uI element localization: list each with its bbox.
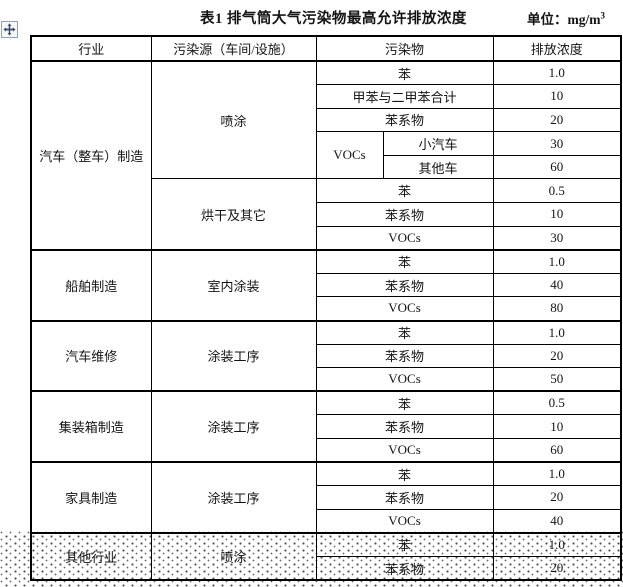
- pollutant-cell[interactable]: VOCs: [315, 296, 494, 322]
- pollutant-sub-cell[interactable]: 小汽车: [382, 131, 494, 156]
- pollutant-cell[interactable]: 苯: [315, 461, 494, 487]
- pollutant-cell[interactable]: 苯: [315, 531, 494, 557]
- table-row: VOCs 50: [31, 367, 622, 392]
- table-row: 甲苯与二甲苯合计 10: [31, 84, 622, 109]
- pollutant-cell[interactable]: 苯: [315, 319, 494, 345]
- header-pollutant[interactable]: 污染物: [315, 35, 494, 62]
- pollutant-group-cell[interactable]: VOCs: [315, 131, 384, 180]
- pollutant-cell[interactable]: 苯系物: [315, 272, 494, 298]
- industry-cell[interactable]: 船舶制造: [30, 248, 152, 322]
- table-row: 苯系物 20: [31, 343, 622, 369]
- value-cell[interactable]: 20: [492, 107, 622, 133]
- table-row: VOCs 小汽车 30: [31, 131, 622, 180]
- value-cell[interactable]: 20: [492, 343, 622, 369]
- source-cell[interactable]: 室内涂装: [150, 248, 317, 322]
- pollutant-sub-cell[interactable]: 其他车: [382, 154, 494, 180]
- table-header: 行业 污染源（车间/设施） 污染物 排放浓度: [30, 35, 622, 62]
- source-cell[interactable]: 涂装工序: [150, 390, 317, 463]
- table-body: 汽车（整车）制造 喷涂苯 1.0 甲苯与二甲苯合计 10 苯系物 20 VOCs 小汽车 30 其他…: [30, 60, 622, 581]
- page-title: 表1 排气筒大气污染物最高允许排放浓度: [200, 11, 467, 27]
- value-cell[interactable]: 1.0: [492, 319, 622, 345]
- industry-cell[interactable]: 汽车维修: [30, 319, 152, 392]
- pollutant-cell[interactable]: 苯系物: [315, 343, 494, 369]
- table-row: 汽车（整车）制造 喷涂苯 1.0: [30, 60, 622, 251]
- value-cell[interactable]: 80: [492, 296, 622, 322]
- move-arrows-icon: [3, 23, 16, 36]
- source-cell[interactable]: 烘干及其它: [150, 178, 317, 251]
- table-move-handle[interactable]: [1, 21, 18, 38]
- header-source[interactable]: 污染源（车间/设施）: [150, 35, 317, 62]
- value-cell[interactable]: 10: [492, 84, 622, 109]
- table-row: 家具制造 涂装工序苯 1.0: [30, 461, 622, 534]
- header-row: 行业 污染源（车间/设施） 污染物 排放浓度: [30, 35, 622, 62]
- industry-cell[interactable]: 家具制造: [30, 461, 152, 534]
- pollutant-cell[interactable]: 苯系物: [315, 202, 494, 227]
- value-cell[interactable]: 1.0: [492, 531, 622, 557]
- value-cell[interactable]: 50: [492, 367, 622, 392]
- pollutant-cell[interactable]: 苯: [315, 390, 494, 416]
- industry-cell[interactable]: 集装箱制造: [30, 390, 152, 463]
- value-cell[interactable]: 40: [492, 508, 622, 534]
- industry-cell[interactable]: 汽车（整车）制造: [30, 60, 152, 251]
- value-cell[interactable]: 20: [492, 485, 622, 510]
- industry-cell[interactable]: 其他行业: [30, 531, 152, 581]
- source-cell[interactable]: 喷涂: [150, 531, 317, 581]
- value-cell[interactable]: 1.0: [492, 461, 622, 487]
- source-cell[interactable]: 涂装工序: [150, 461, 317, 534]
- value-cell[interactable]: 0.5: [492, 390, 622, 416]
- value-cell[interactable]: 1.0: [492, 248, 622, 274]
- header-concentration[interactable]: 排放浓度: [492, 35, 622, 62]
- value-cell[interactable]: 30: [492, 225, 622, 251]
- pollutant-cell[interactable]: 苯: [315, 248, 494, 274]
- pollutant-cell[interactable]: 苯系物: [315, 485, 494, 510]
- table-row: 苯系物 10: [31, 202, 622, 227]
- pollutant-cell[interactable]: 苯: [315, 178, 494, 204]
- table-row: 烘干及其它苯 0.5: [31, 178, 622, 251]
- pollutant-cell[interactable]: VOCs: [315, 508, 494, 534]
- table-row: 苯系物 10: [31, 414, 622, 439]
- value-cell[interactable]: 40: [492, 272, 622, 298]
- table-row: 集装箱制造 涂装工序苯 0.5: [30, 390, 622, 463]
- value-cell[interactable]: 30: [492, 131, 622, 156]
- pollutant-table: 行业 污染源（车间/设施） 污染物 排放浓度 汽车（整车）制造 喷涂苯 1.0 甲苯与…: [30, 35, 623, 582]
- source-cell[interactable]: 涂装工序: [150, 319, 317, 392]
- table-row: 苯系物 40: [31, 272, 622, 298]
- table-row: 船舶制造 室内涂装苯 1.0: [30, 248, 622, 322]
- value-cell[interactable]: 10: [492, 202, 622, 227]
- table-row: VOCs 30: [31, 225, 622, 251]
- value-cell[interactable]: 20: [492, 555, 622, 581]
- value-cell[interactable]: 10: [492, 414, 622, 439]
- pollutant-cell[interactable]: 苯系物: [315, 414, 494, 439]
- value-cell[interactable]: 1.0: [492, 60, 622, 86]
- pollutant-cell[interactable]: VOCs: [315, 438, 494, 463]
- pollutant-cell[interactable]: 苯: [315, 60, 494, 86]
- table-row: 其他行业 喷涂苯 1.0: [30, 531, 622, 581]
- table-row: 苯系物 20: [31, 485, 622, 510]
- source-cell[interactable]: 喷涂: [150, 60, 317, 180]
- pollutant-cell[interactable]: 苯系物: [315, 107, 494, 133]
- pollutant-cell[interactable]: 苯系物: [315, 555, 494, 581]
- value-cell[interactable]: 0.5: [492, 178, 622, 204]
- value-cell[interactable]: 60: [492, 154, 622, 180]
- pollutant-cell[interactable]: VOCs: [315, 225, 494, 251]
- table-row: 汽车维修 涂装工序苯 1.0: [30, 319, 622, 392]
- table-row: 其他车 60: [31, 154, 622, 180]
- unit-label: 单位：mg/m3: [527, 10, 605, 28]
- pollutant-cell[interactable]: VOCs: [315, 367, 494, 392]
- pollutant-cell[interactable]: 甲苯与二甲苯合计: [315, 84, 494, 109]
- table-row: VOCs 60: [31, 438, 622, 463]
- header-industry[interactable]: 行业: [30, 35, 152, 62]
- value-cell[interactable]: 60: [492, 438, 622, 463]
